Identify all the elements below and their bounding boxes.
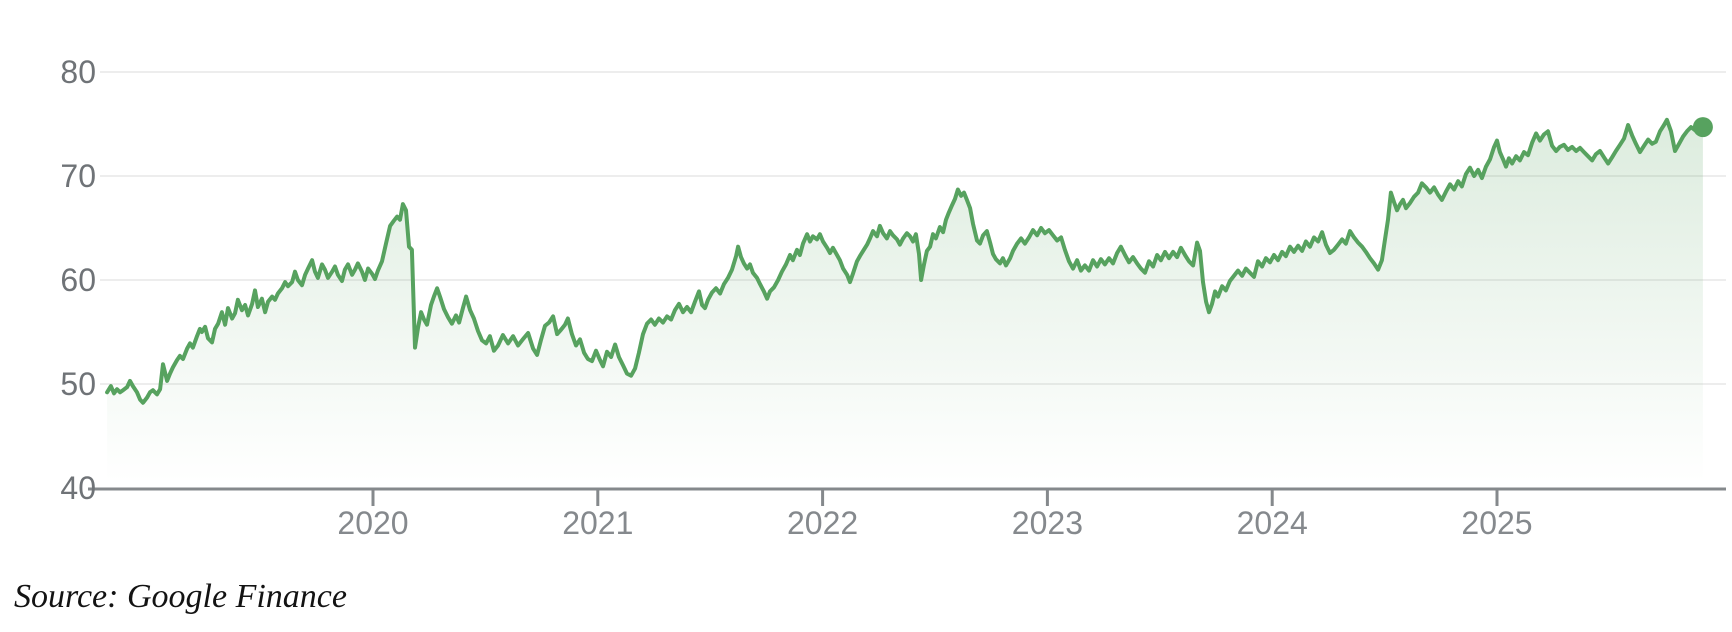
x-tick-label: 2022 <box>787 505 858 541</box>
x-tick-label: 2025 <box>1461 505 1532 541</box>
last-price-dot <box>1692 117 1713 138</box>
y-tick-label: 60 <box>60 262 96 298</box>
labels-group: 2020 2021 2022 2023 2024 2025 80 70 60 50 40 <box>60 54 1532 541</box>
area-group <box>107 119 1703 490</box>
y-tick-label: 40 <box>60 470 96 506</box>
axis-group <box>88 487 1726 506</box>
x-tick-label: 2020 <box>337 505 408 541</box>
line-group <box>105 117 1713 405</box>
x-tick-label: 2023 <box>1012 505 1083 541</box>
price-line <box>105 117 1705 405</box>
x-tick-label: 2024 <box>1237 505 1308 541</box>
source-caption: Source: Google Finance <box>14 578 347 615</box>
price-area <box>107 119 1703 490</box>
x-tick-label: 2021 <box>562 505 633 541</box>
y-tick-label: 70 <box>60 158 96 194</box>
y-tick-label: 80 <box>60 54 96 90</box>
y-tick-label: 50 <box>60 366 96 402</box>
